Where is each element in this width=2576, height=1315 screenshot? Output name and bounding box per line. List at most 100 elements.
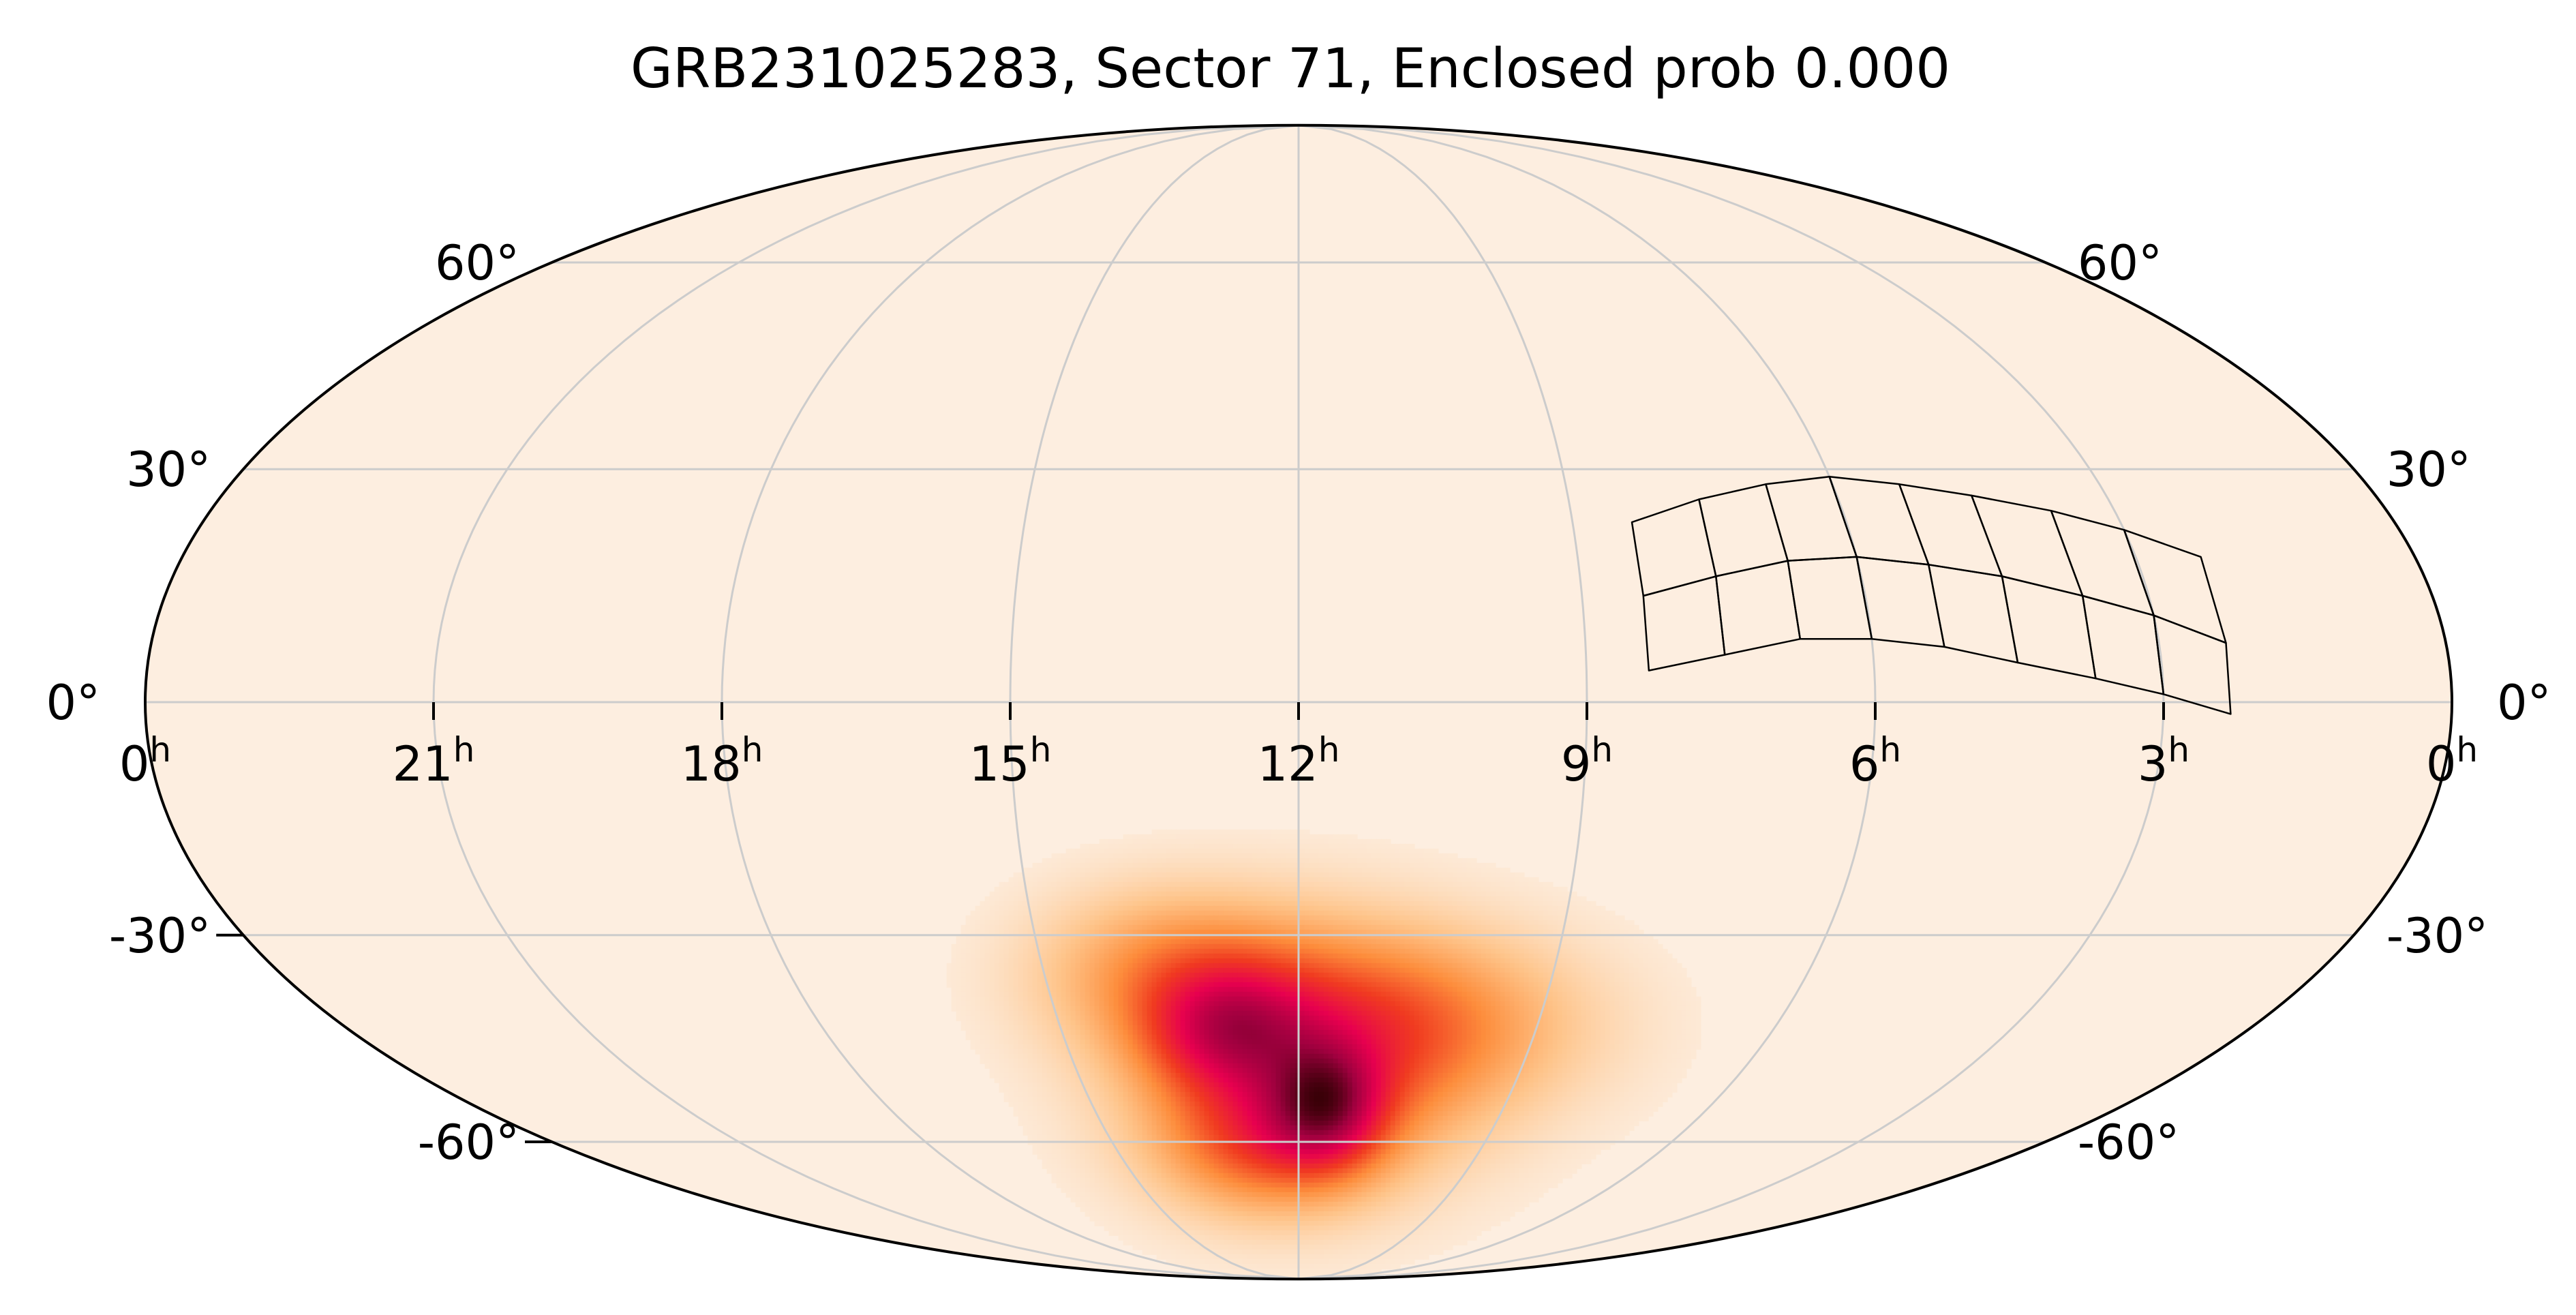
heatmap-cell: [1032, 1006, 1038, 1012]
heatmap-cell: [1266, 1001, 1272, 1007]
heatmap-cell: [1056, 910, 1062, 916]
heatmap-cell: [1581, 982, 1587, 988]
heatmap-cell: [1466, 977, 1472, 983]
heatmap-cell: [1409, 872, 1415, 878]
heatmap-cell: [1261, 881, 1267, 888]
heatmap-cell: [1519, 929, 1525, 935]
heatmap-cell: [1247, 967, 1253, 973]
heatmap-cell: [1280, 915, 1286, 921]
heatmap-cell: [1662, 982, 1668, 988]
heatmap-cell: [1008, 905, 1014, 911]
heatmap-cell: [1347, 886, 1353, 892]
heatmap-cell: [1280, 991, 1286, 997]
heatmap-cell: [1428, 948, 1434, 954]
heatmap-cell: [1586, 986, 1592, 993]
heatmap-cell: [1357, 848, 1363, 854]
heatmap-cell: [1075, 939, 1081, 945]
heatmap-cell: [1414, 886, 1420, 892]
heatmap-cell: [1471, 877, 1477, 883]
heatmap-cell: [1108, 934, 1115, 940]
heatmap-cell: [1590, 1006, 1596, 1012]
heatmap-cell: [1457, 929, 1463, 935]
heatmap-cell: [1070, 924, 1076, 931]
heatmap-cell: [1147, 848, 1153, 854]
heatmap-cell: [1476, 872, 1482, 878]
heatmap-cell: [1018, 886, 1024, 892]
heatmap-cell: [1256, 834, 1262, 840]
heatmap-cell: [1223, 1001, 1229, 1007]
heatmap-cell: [1051, 901, 1057, 907]
heatmap-cell: [1337, 915, 1344, 921]
heatmap-cell: [1147, 920, 1153, 926]
heatmap-cell: [1104, 972, 1110, 978]
heatmap-cell: [1519, 1006, 1525, 1012]
heatmap-cell: [1142, 920, 1148, 926]
heatmap-cell: [1151, 920, 1157, 926]
heatmap-cell: [1304, 915, 1310, 921]
heatmap-cell: [1056, 991, 1062, 997]
heatmap-cell: [1461, 1001, 1468, 1007]
heatmap-cell: [1104, 982, 1110, 988]
heatmap-cell: [1080, 934, 1086, 940]
heatmap-cell: [1242, 858, 1248, 864]
heatmap-cell: [1652, 991, 1658, 997]
heatmap-cell: [1352, 838, 1358, 845]
heatmap-cell: [1132, 939, 1138, 945]
heatmap-cell: [1132, 853, 1138, 859]
heatmap-cell: [1447, 877, 1453, 883]
heatmap-cell: [1309, 982, 1315, 988]
heatmap-cell: [1304, 905, 1310, 911]
heatmap-cell: [1247, 915, 1253, 921]
heatmap-cell: [1595, 963, 1601, 969]
heatmap-cell: [1552, 1010, 1558, 1016]
heatmap-cell: [1008, 896, 1014, 902]
heatmap-cell: [1166, 905, 1172, 911]
heatmap-cell: [1075, 910, 1081, 916]
heatmap-cell: [1399, 886, 1406, 892]
heatmap-cell: [1519, 896, 1525, 902]
heatmap-cell: [1256, 948, 1262, 954]
heatmap-cell: [1318, 862, 1324, 868]
heatmap-cell: [1557, 982, 1563, 988]
heatmap-cell: [1070, 939, 1076, 945]
heatmap-cell: [1137, 891, 1143, 897]
heatmap-cell: [1676, 972, 1682, 978]
heatmap-cell: [1605, 991, 1611, 997]
heatmap-cell: [1003, 920, 1010, 926]
heatmap-cell: [989, 1015, 995, 1021]
heatmap-cell: [1490, 958, 1496, 964]
heatmap-cell: [1490, 991, 1496, 997]
heatmap-cell: [1213, 958, 1219, 964]
heatmap-cell: [1271, 901, 1277, 907]
heatmap-cell: [1457, 891, 1463, 897]
heatmap-cell: [1543, 991, 1549, 997]
heatmap-cell: [1366, 858, 1372, 864]
heatmap-cell: [1085, 1006, 1091, 1012]
heatmap-cell: [1003, 996, 1010, 1002]
heatmap-cell: [1042, 915, 1048, 921]
heatmap-cell: [1170, 915, 1177, 921]
heatmap-cell: [1280, 920, 1286, 926]
heatmap-cell: [1481, 905, 1487, 911]
heatmap-cell: [1290, 862, 1296, 868]
heatmap-cell: [1271, 996, 1277, 1002]
heatmap-cell: [1204, 891, 1210, 897]
heatmap-cell: [1509, 977, 1515, 983]
heatmap-cell: [1476, 924, 1482, 931]
heatmap-cell: [980, 972, 986, 978]
heatmap-cell: [1108, 896, 1115, 902]
heatmap-cell: [1361, 948, 1367, 954]
heatmap-cell: [1576, 943, 1582, 950]
heatmap-cell: [1280, 872, 1286, 878]
heatmap-cell: [1547, 929, 1554, 935]
heatmap-cell: [1309, 953, 1315, 959]
heatmap-cell: [1046, 881, 1052, 888]
heatmap-cell: [1533, 929, 1539, 935]
heatmap-cell: [1127, 934, 1134, 940]
heatmap-cell: [1304, 853, 1310, 859]
heatmap-cell: [1085, 1015, 1091, 1021]
heatmap-cell: [1547, 881, 1554, 888]
heatmap-cell: [1624, 958, 1630, 964]
heatmap-cell: [1442, 929, 1449, 935]
heatmap-cell: [1237, 881, 1243, 888]
